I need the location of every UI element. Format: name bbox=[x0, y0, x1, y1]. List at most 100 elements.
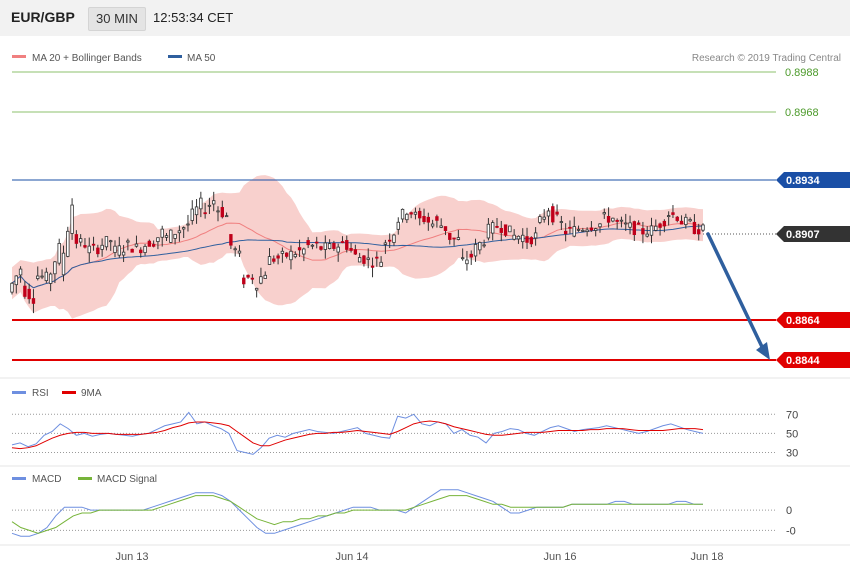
candle-body bbox=[632, 221, 637, 236]
candle-body bbox=[113, 245, 117, 253]
rsi-legend: RSI 9MA bbox=[12, 388, 102, 399]
candle-body bbox=[284, 252, 289, 257]
candle-body bbox=[194, 206, 199, 216]
candle-body bbox=[190, 208, 194, 221]
level-label-0-8934: 0.8934 bbox=[786, 175, 821, 187]
candle-body bbox=[207, 204, 212, 207]
candle-body bbox=[306, 240, 310, 246]
candle-body bbox=[516, 235, 521, 240]
candle-body bbox=[435, 216, 439, 221]
candle-body bbox=[327, 243, 332, 250]
candle-body bbox=[619, 219, 624, 222]
axis-tick-label: 50 bbox=[786, 428, 798, 440]
candle-body bbox=[375, 256, 379, 259]
candle-body bbox=[533, 232, 538, 239]
axis-tick-label: 70 bbox=[786, 409, 798, 421]
candle-body bbox=[83, 245, 87, 248]
candle-body bbox=[186, 223, 190, 226]
candle-body bbox=[349, 248, 353, 251]
candle-body bbox=[538, 216, 542, 223]
candle-body bbox=[139, 249, 143, 254]
candle-body bbox=[250, 277, 255, 280]
candle-body bbox=[36, 275, 40, 279]
ma20-line bbox=[11, 222, 704, 289]
candle-body bbox=[478, 242, 482, 251]
forecast-arrow-shaft bbox=[706, 232, 766, 353]
candle-body bbox=[585, 229, 589, 232]
candle-body bbox=[649, 225, 654, 236]
candle-body bbox=[443, 226, 448, 231]
candle-body bbox=[31, 298, 36, 304]
candle-body bbox=[27, 288, 31, 300]
candle-body bbox=[181, 227, 186, 230]
candle-body bbox=[456, 237, 461, 240]
candle-body bbox=[383, 242, 388, 245]
candle-body bbox=[418, 210, 422, 219]
candle-body bbox=[697, 229, 701, 235]
candle-body bbox=[319, 246, 323, 250]
candle-body bbox=[684, 216, 688, 226]
candle-body bbox=[654, 225, 658, 231]
candle-body bbox=[302, 248, 306, 255]
level-label-0-8988: 0.8988 bbox=[785, 67, 819, 79]
candle-body bbox=[469, 253, 473, 258]
candle-body bbox=[572, 226, 576, 237]
candle-body bbox=[551, 206, 555, 223]
candle-body bbox=[615, 219, 619, 222]
candle-body bbox=[692, 221, 697, 235]
candle-body bbox=[203, 212, 207, 215]
rsi-ma-legend-swatch bbox=[62, 391, 76, 394]
candle-body bbox=[555, 211, 559, 215]
candle-body bbox=[147, 240, 152, 247]
candle-body bbox=[130, 248, 134, 253]
candle-body bbox=[48, 273, 53, 284]
candle-body bbox=[164, 235, 169, 238]
timeframe-button[interactable]: 30 MIN bbox=[88, 7, 146, 31]
candle-body bbox=[392, 234, 396, 243]
chart-background bbox=[0, 36, 850, 576]
copyright-text: Research © 2019 Trading Central bbox=[692, 53, 841, 64]
candle-body bbox=[525, 236, 529, 243]
candle-body bbox=[173, 233, 177, 239]
candle-body bbox=[220, 207, 224, 218]
candle-body bbox=[503, 224, 508, 236]
candle-body bbox=[636, 222, 641, 225]
candle-body bbox=[701, 224, 705, 231]
time-label-jun14: Jun 14 bbox=[335, 551, 368, 563]
candle-body bbox=[426, 216, 431, 223]
level-label-0-8968: 0.8968 bbox=[785, 107, 819, 119]
candle-body bbox=[452, 237, 456, 240]
candle-body bbox=[521, 234, 525, 243]
candle-body bbox=[276, 255, 280, 259]
candle-body bbox=[126, 240, 130, 243]
candle-body bbox=[688, 219, 692, 222]
level-label-0-8844: 0.8844 bbox=[786, 355, 821, 367]
candle-body bbox=[594, 228, 598, 231]
rsi-legend-swatch bbox=[12, 391, 26, 394]
candle-body bbox=[529, 237, 534, 245]
candle-body bbox=[315, 241, 319, 244]
9ma-line bbox=[11, 420, 704, 450]
level-tag-0-8844 bbox=[776, 352, 850, 368]
rsi-legend-label: RSI bbox=[32, 388, 49, 399]
candle-body bbox=[542, 216, 546, 220]
candle-body bbox=[589, 227, 594, 231]
candle-body bbox=[379, 261, 383, 267]
candle-body bbox=[237, 250, 242, 254]
candle-body bbox=[409, 212, 413, 215]
candle-body bbox=[598, 223, 602, 228]
candle-body bbox=[117, 245, 121, 256]
candle-body bbox=[100, 244, 104, 250]
candle-body bbox=[229, 234, 233, 246]
rsi-ma-legend-label: 9MA bbox=[81, 388, 102, 399]
candle-body bbox=[280, 250, 285, 254]
candle-body bbox=[156, 237, 160, 242]
candle-body bbox=[246, 274, 250, 278]
ma20-legend-swatch bbox=[12, 55, 26, 58]
level-tag-0-8934 bbox=[776, 172, 850, 188]
candle-body bbox=[679, 220, 684, 225]
candle-body bbox=[568, 226, 572, 229]
candle-body bbox=[345, 240, 349, 250]
candle-body bbox=[104, 236, 109, 248]
time-axis: Jun 13 Jun 14 Jun 16 Jun 18 bbox=[115, 551, 723, 563]
